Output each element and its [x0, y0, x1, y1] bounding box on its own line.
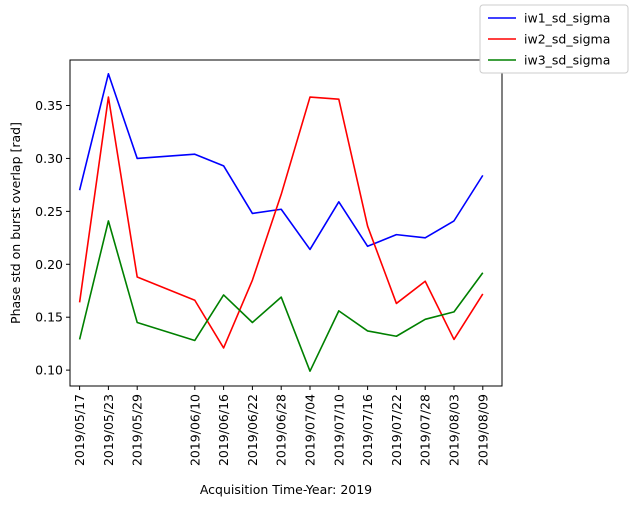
y-tick-label: 0.30	[35, 151, 63, 166]
x-tick-label: 2019/07/16	[360, 394, 375, 466]
x-tick-label: 2019/06/16	[216, 394, 231, 466]
x-tick-label: 2019/05/23	[101, 394, 116, 466]
legend-box	[479, 4, 629, 74]
x-tick-label: 2019/08/09	[475, 394, 490, 466]
y-axis: 0.10 0.15 0.20 0.25 0.30 0.35	[35, 98, 70, 378]
series-layer	[78, 72, 484, 372]
x-tick-label: 2019/08/03	[447, 394, 462, 466]
x-tick-label: 2019/07/10	[331, 394, 346, 466]
x-tick-label: 2019/07/28	[418, 394, 433, 466]
y-tick-label: 0.10	[35, 363, 63, 378]
x-tick-label: 2019/05/17	[72, 394, 87, 466]
x-tick-label: 2019/05/29	[130, 394, 145, 466]
plot-frame	[69, 59, 503, 387]
legend-label-iw2-sd-sigma: iw2_sd_sigma	[524, 32, 610, 47]
x-axis-label: Acquisition Time-Year: 2019	[200, 482, 372, 497]
legend: iw1_sd_sigma iw2_sd_sigma iw3_sd_sigma	[479, 4, 629, 74]
y-tick-label: 0.20	[35, 257, 63, 272]
series-line-iw2-sd-sigma	[78, 96, 484, 349]
legend-label-iw3-sd-sigma: iw3_sd_sigma	[524, 53, 610, 68]
y-tick-label: 0.35	[35, 98, 63, 113]
y-tick-label: 0.25	[35, 204, 63, 219]
y-tick-label: 0.15	[35, 310, 63, 325]
series-line-iw1-sd-sigma	[78, 72, 484, 251]
x-tick-label: 2019/07/22	[389, 394, 404, 466]
legend-label-iw1-sd-sigma: iw1_sd_sigma	[524, 11, 610, 26]
series-line-iw3-sd-sigma	[78, 220, 484, 372]
x-tick-label: 2019/07/04	[303, 394, 318, 466]
x-axis: 2019/05/17 2019/05/23 2019/05/29 2019/06/10…	[72, 386, 490, 466]
y-axis-label: Phase std on burst overlap [rad]	[8, 122, 23, 324]
x-tick-label: 2019/06/28	[274, 394, 289, 466]
plot-area	[70, 60, 502, 386]
x-tick-label: 2019/06/22	[245, 394, 260, 466]
x-tick-label: 2019/06/10	[187, 394, 202, 466]
